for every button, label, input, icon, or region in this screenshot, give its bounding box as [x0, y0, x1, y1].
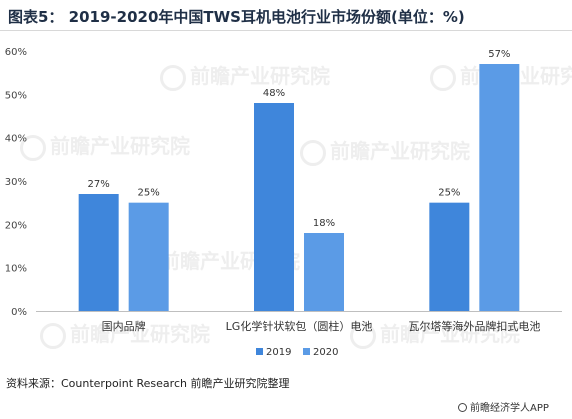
bar-2019-2: [254, 103, 294, 311]
data-label: 57%: [488, 49, 510, 60]
y-tick-label: 40%: [5, 134, 27, 145]
brand-footer: 前瞻经济学人APP: [458, 399, 549, 414]
source-note: 资料来源：Counterpoint Research 前瞻产业研究院整理: [6, 377, 290, 390]
data-label: 48%: [263, 88, 285, 99]
bar-2019-3: [429, 202, 470, 311]
x-category-label: LG化学针状软包（圆柱）电池: [226, 319, 373, 333]
legend-label: 2019: [266, 347, 291, 358]
bar-2020-1: [128, 202, 169, 311]
y-tick-label: 20%: [5, 220, 27, 231]
brand-name: 前瞻经济学人APP: [470, 403, 549, 414]
y-tick-label: 0%: [11, 307, 27, 318]
legend-label: 2020: [313, 347, 338, 358]
chart-title: 图表5： 2019-2020年中国TWS耳机电池行业市场份额(单位：%): [8, 8, 465, 26]
y-tick-label: 10%: [5, 264, 27, 275]
legend-swatch-2019: [256, 348, 263, 355]
y-tick-label: 50%: [5, 90, 27, 101]
data-label: 25%: [438, 188, 460, 199]
title-divider: [0, 30, 572, 31]
brand-logo-icon: [458, 403, 467, 412]
x-category-label: 瓦尔塔等海外品牌扣式电池: [408, 319, 540, 333]
bar-2019-1: [78, 194, 119, 311]
y-tick-label: 60%: [5, 47, 27, 58]
x-category-label: 国内品牌: [102, 319, 146, 333]
y-tick-label: 30%: [5, 177, 27, 188]
data-label: 27%: [88, 179, 110, 190]
data-label: 25%: [138, 188, 160, 199]
data-label: 18%: [313, 218, 335, 229]
bar-2020-3: [479, 64, 520, 311]
legend-swatch-2020: [303, 348, 310, 355]
bar-2020-2: [304, 233, 344, 311]
